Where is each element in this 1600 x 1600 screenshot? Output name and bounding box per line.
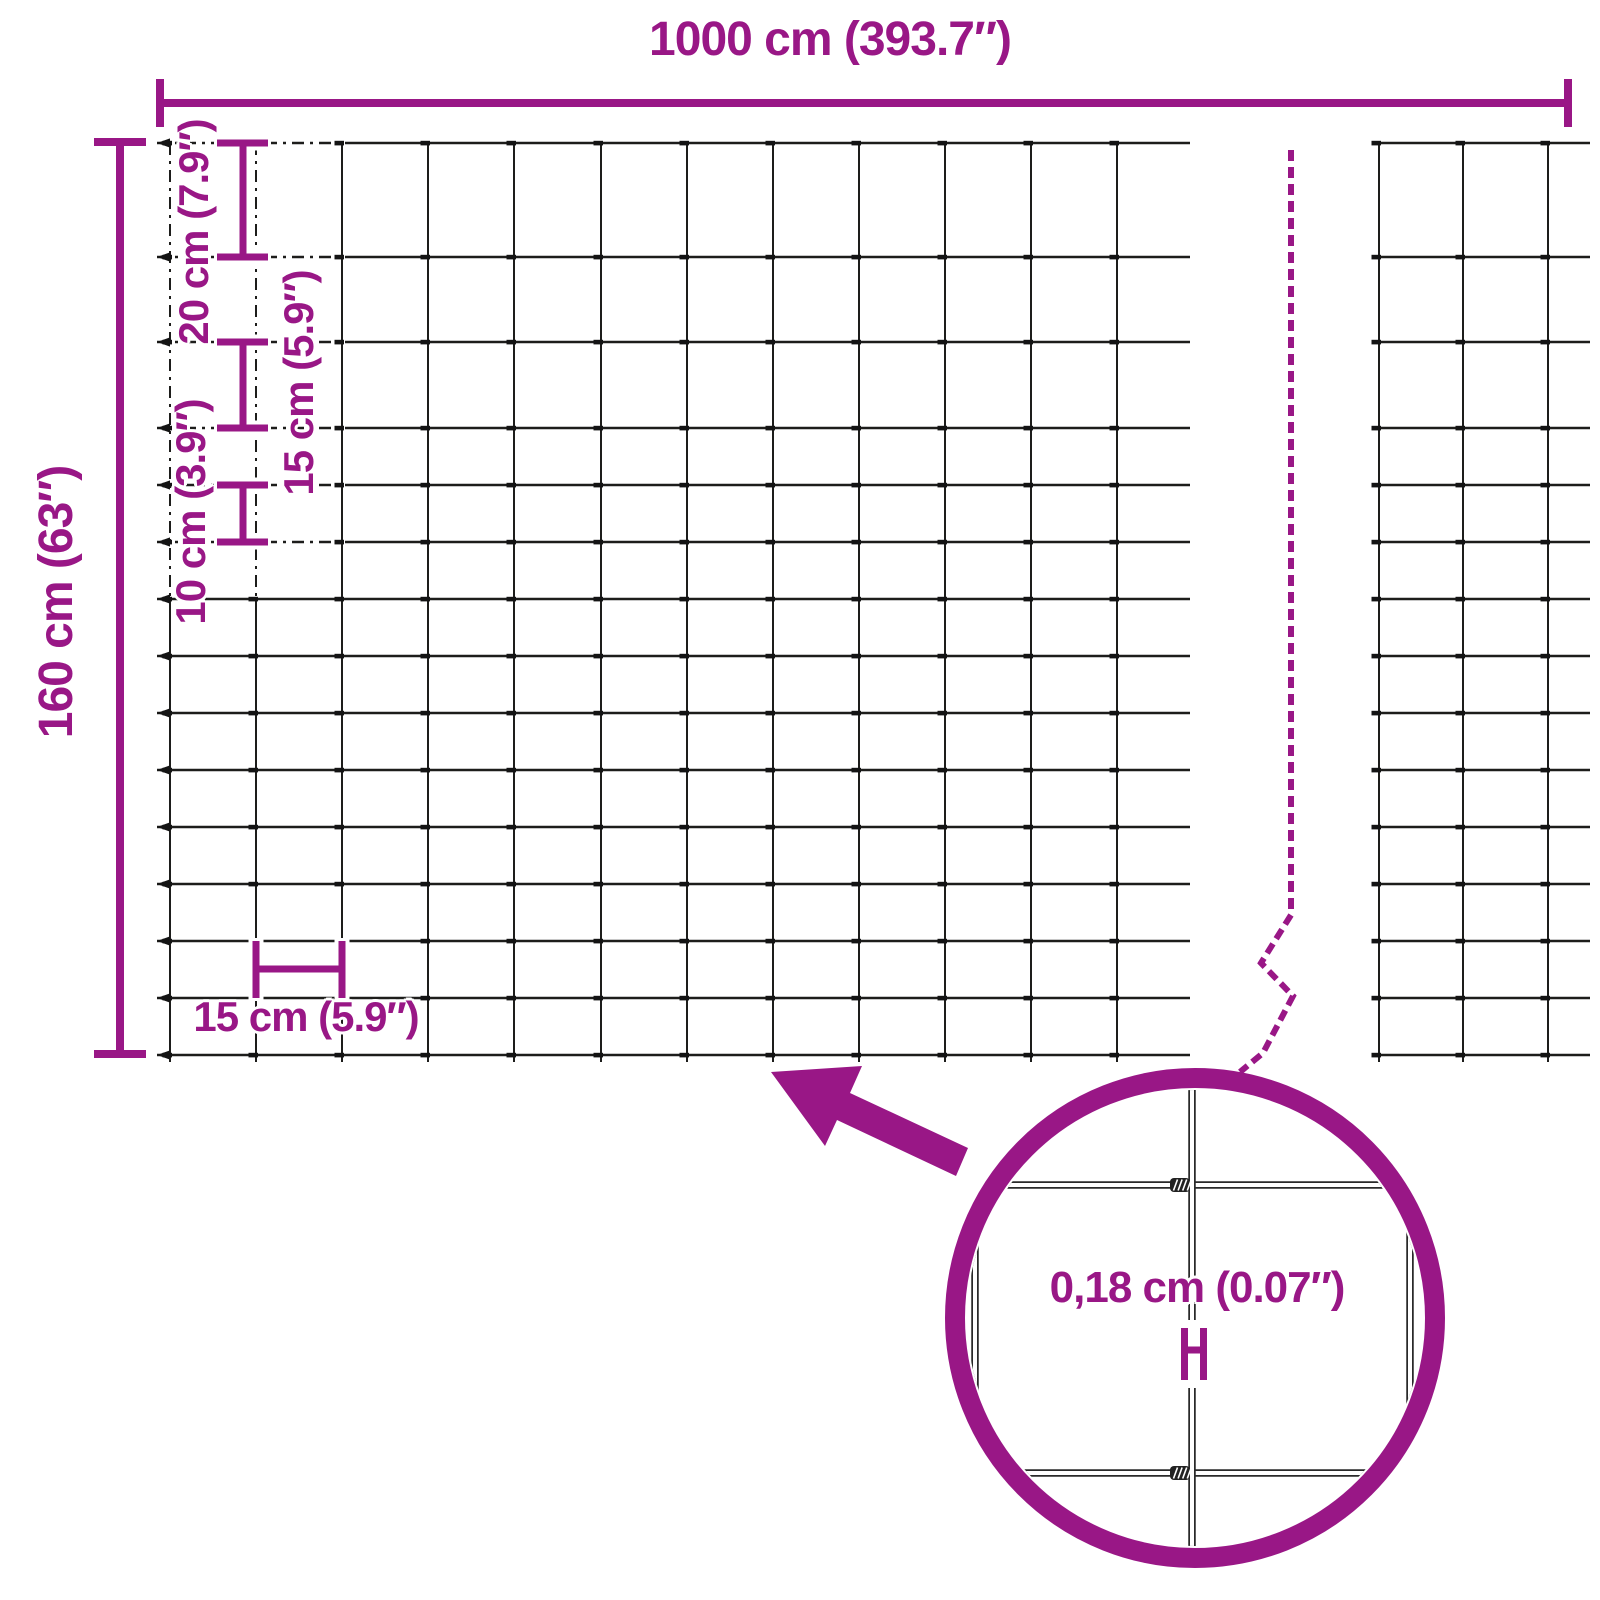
column-gap-label: 15 cm (5.9″) — [193, 993, 419, 1040]
dimension-lines — [94, 79, 1572, 1058]
left-dimension-line — [116, 142, 124, 1054]
wire-twist-knot — [1170, 1466, 1193, 1480]
spacing-brackets — [214, 135, 350, 1001]
row-gap-10-label: 10 cm (3.9″) — [167, 399, 214, 625]
row-gap-20-label: 20 cm (7.9″) — [170, 119, 217, 345]
magnifier-detail — [945, 1068, 1445, 1568]
wire-junctions — [157, 138, 1550, 1060]
total-height-label: 160 cm (63″) — [30, 465, 83, 739]
wire-twist-knot — [1170, 1178, 1193, 1192]
total-width-label: 1000 cm (393.7″) — [649, 13, 1012, 66]
wire-mesh — [157, 141, 1590, 1062]
dashed-break-line — [1238, 150, 1297, 1075]
top-dimension-line — [160, 99, 1568, 107]
row-gap-15-label: 15 cm (5.9″) — [275, 270, 322, 496]
wire-thickness-marker — [1173, 1320, 1215, 1388]
zoom-arrow-icon — [771, 1066, 968, 1176]
wire-thickness-label: 0,18 cm (0.07″) — [1049, 1263, 1346, 1312]
